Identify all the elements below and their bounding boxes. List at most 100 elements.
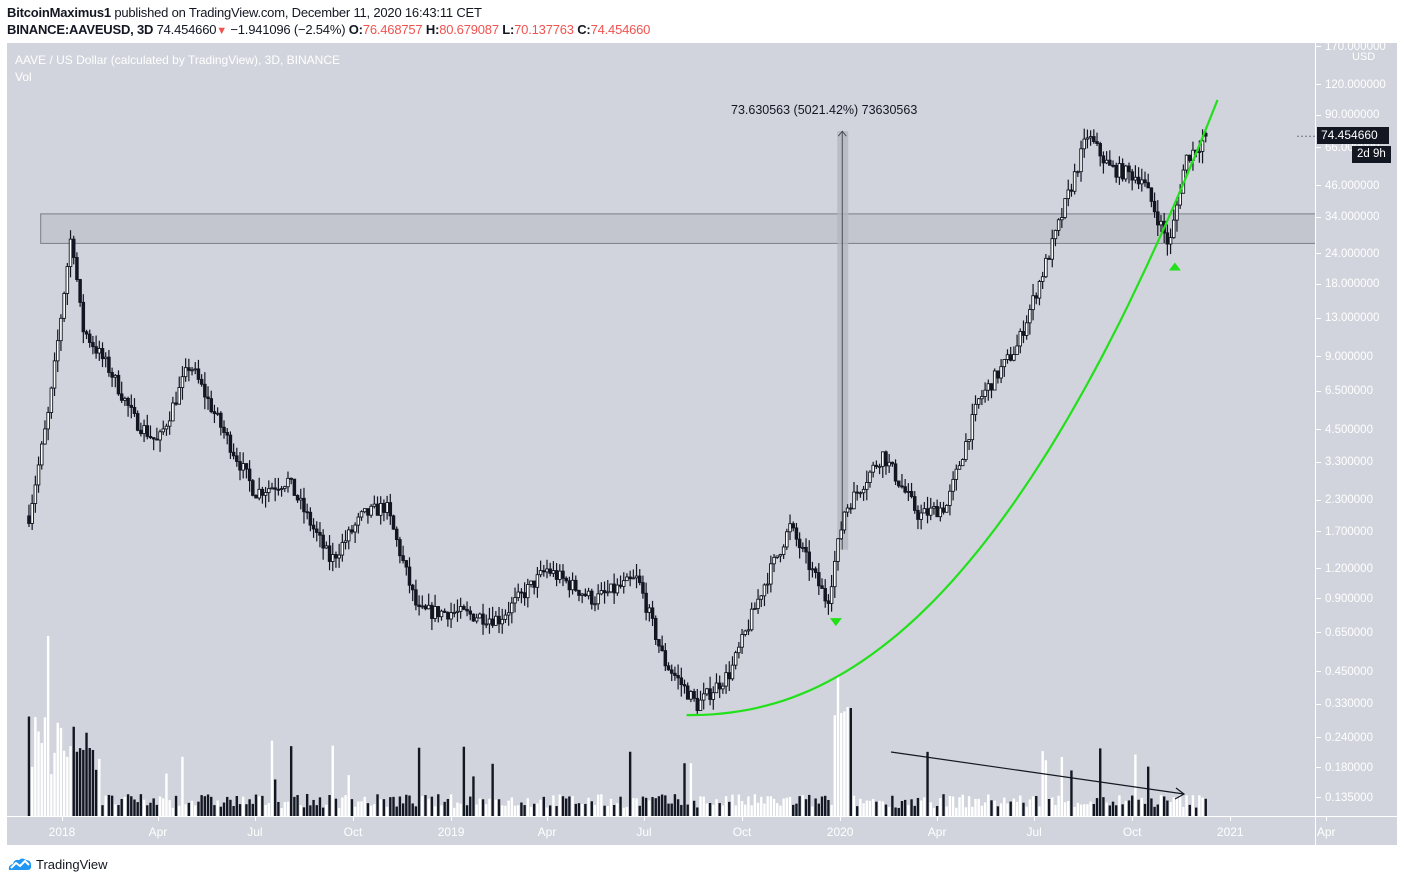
volume-bar <box>747 796 750 816</box>
up-triangle-marker-icon[interactable] <box>1168 262 1181 271</box>
candle-up <box>330 554 335 562</box>
volume-bar <box>916 797 920 816</box>
price-change: −1.941096 (−2.54%) <box>230 22 346 37</box>
volume-bar <box>593 804 597 816</box>
price-axis[interactable]: 170.000000 USD 120.00000090.00000066.000… <box>1315 41 1398 816</box>
candle-up <box>836 538 840 562</box>
candle-up <box>1024 322 1029 336</box>
volume-bar <box>926 751 929 816</box>
down-triangle-marker-icon[interactable] <box>829 618 842 627</box>
volume-bar <box>136 802 139 816</box>
volume-bar <box>1153 806 1156 816</box>
author-name[interactable]: BitcoinMaximus1 <box>7 5 111 20</box>
y-tick: 3.300000 <box>1316 456 1373 468</box>
volume-bar <box>568 796 571 816</box>
candle-up <box>621 580 626 587</box>
volume-bar <box>133 799 136 816</box>
volume-bar <box>1118 795 1121 816</box>
candle-down <box>548 568 552 574</box>
candle-up <box>439 610 444 618</box>
candle-up <box>928 507 933 516</box>
plot-area[interactable]: AAVE / US Dollar (calculated by TradingV… <box>7 43 1315 816</box>
candle-down <box>228 434 233 453</box>
candle-down <box>196 368 201 380</box>
candle-up <box>746 629 751 632</box>
volume-bar <box>353 806 357 816</box>
volume-bar <box>385 806 389 816</box>
volume-bar <box>1019 795 1022 816</box>
volume-legend[interactable]: Vol <box>15 70 32 84</box>
volume-bar <box>261 795 264 816</box>
volume-trend-arrow[interactable] <box>890 751 1185 795</box>
volume-bar <box>1146 766 1150 816</box>
volume-bar <box>245 804 248 816</box>
candle-down <box>1143 179 1147 184</box>
candle-up <box>868 471 872 483</box>
candles-group[interactable] <box>27 127 1208 715</box>
candle-up <box>1140 179 1144 185</box>
volume-bar <box>331 745 334 816</box>
time-axis[interactable]: 2018 Apr Jul Oct 2019 Apr Jul Oct 2020 Apr Jul Oct 2… <box>7 816 1336 846</box>
y-tick: 6.500000 <box>1316 385 1373 397</box>
candle-up <box>906 490 911 493</box>
candle-up <box>167 420 172 427</box>
volume-bar <box>1182 806 1185 816</box>
candle-up <box>516 591 520 599</box>
candle-down <box>206 396 210 400</box>
candle-up <box>164 425 169 430</box>
volume-bar <box>526 798 530 816</box>
candle-down <box>251 480 255 496</box>
volume-bar <box>82 749 85 816</box>
candle-up <box>772 556 776 565</box>
volume-bar <box>980 805 984 816</box>
volume-bar <box>766 796 769 816</box>
candle-down <box>1021 331 1026 336</box>
candle-down <box>135 413 140 431</box>
y-tick: 0.180000 <box>1316 762 1373 774</box>
chart-container: AAVE / US Dollar (calculated by TradingV… <box>7 41 1398 846</box>
volume-bar <box>1079 804 1083 816</box>
volume-bar <box>1204 798 1207 816</box>
volume-bar <box>971 806 974 816</box>
volume-bar <box>158 796 162 816</box>
candle-down <box>462 606 466 610</box>
candle-up <box>455 610 460 613</box>
volume-bar <box>1006 803 1009 816</box>
candle-down <box>292 478 297 496</box>
volume-bar <box>635 798 638 816</box>
volume-bar <box>504 805 507 816</box>
candle-down <box>663 650 668 667</box>
volume-bar <box>683 763 686 816</box>
series-legend-title[interactable]: AAVE / US Dollar (calculated by TradingV… <box>15 53 341 67</box>
y-tick: 9.000000 <box>1316 351 1373 363</box>
volume-bar <box>117 805 120 816</box>
x-tick-mark <box>644 817 645 821</box>
volume-bar <box>382 799 386 816</box>
candle-down <box>375 503 380 516</box>
volume-bar <box>40 743 43 816</box>
volume-bar <box>478 798 482 816</box>
candle-down <box>941 507 946 513</box>
candle-up <box>877 465 882 468</box>
candle-down <box>423 605 428 610</box>
volume-bar <box>817 803 821 816</box>
candle-down <box>468 610 473 615</box>
volume-bar <box>309 805 312 816</box>
volume-bar <box>1009 801 1012 816</box>
volume-bar <box>126 794 130 816</box>
x-tick-mark <box>742 817 744 821</box>
parabolic-support-curve[interactable] <box>686 99 1219 717</box>
tradingview-branding[interactable]: TradingView <box>7 854 108 874</box>
horizontal-zone-rectangle[interactable] <box>40 213 1315 244</box>
candlestick-chart[interactable] <box>7 43 1315 816</box>
volume-bar <box>120 799 123 816</box>
candle-up <box>1197 150 1202 153</box>
volume-bar <box>210 796 213 816</box>
candle-down <box>1034 295 1039 299</box>
volume-bar <box>123 796 127 816</box>
volume-bar <box>178 805 181 816</box>
candle-down <box>813 568 818 573</box>
candle-up <box>420 605 425 608</box>
volume-bar <box>229 799 232 816</box>
volume-bar <box>814 798 817 816</box>
